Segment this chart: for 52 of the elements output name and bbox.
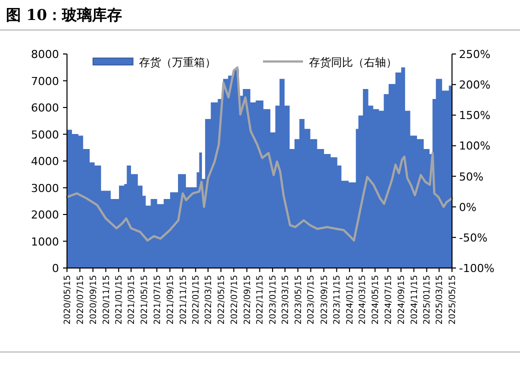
x-tick-label: 2021/05/15 [140,275,150,325]
x-tick-label: 2024/05/15 [371,275,382,325]
series-label: 存货（万重箱） [139,56,216,69]
x-tick-label: 2022/07/15 [230,275,240,325]
x-tick-label: 2023/07/15 [306,275,317,325]
x-tick-label: 2025/03/15 [435,275,446,325]
y-tick-label: 4000 [31,155,59,168]
x-tick-label: 2024/01/15 [346,275,356,325]
x-tick-label: 2024/03/15 [358,275,368,325]
y-tick-label: 2000 [31,208,59,222]
chart-title: 图 10：玻璃库存 [6,6,122,24]
x-tick-label: 2023/11/15 [332,275,343,325]
x-tick-label: 2022/01/15 [192,275,202,325]
x-tick-label: 2022/05/15 [216,275,227,325]
y-tick-label: 6000 [31,102,59,114]
y2-tick-label: -50% [459,231,488,244]
x-tick-label: 2025/05/15 [448,275,458,325]
y-tick-label: 3000 [31,182,59,195]
x-tick-label: 2020/11/15 [102,275,112,325]
y2-tick-label: 200% [459,78,490,92]
y-tick-label: 1000 [31,235,59,248]
y2-tick-label: -100% [459,262,494,275]
x-tick-label: 2024/07/15 [384,275,394,325]
x-tick-label: 2023/05/15 [294,275,304,325]
y-tick-label: 0 [52,262,59,275]
x-tick-label: 2020/09/15 [88,275,99,325]
y-tick-label: 5000 [31,128,59,142]
x-tick-label: 2024/11/15 [410,275,420,325]
y2-tick-label: 150% [459,109,490,122]
x-tick-label: 2023/03/15 [281,275,292,325]
x-tick-label: 2020/05/15 [63,275,73,325]
y2-tick-label: 0% [459,200,476,214]
y2-tick-label: 100% [459,140,490,153]
x-tick-label: 2025/01/15 [422,275,433,325]
x-tick-label: 2021/07/15 [152,275,163,325]
x-tick-label: 2021/11/15 [178,275,189,325]
legend: 存货（万重箱） 存货同比（右轴） [92,56,397,69]
y2-tick-label: 250% [459,48,490,61]
x-tick-label: 2023/09/15 [320,275,330,325]
y-tick-label: 8000 [31,48,59,61]
y-tick-label: 7000 [31,74,59,88]
x-tick-label: 2023/01/15 [268,275,279,325]
x-tick-label: 2022/11/15 [256,275,266,325]
x-tick-label: 2021/09/15 [166,275,176,325]
x-tick-label: 2020/07/15 [76,275,86,325]
x-tick-label: 2022/09/15 [242,275,253,325]
y2-tick-label: 50% [459,170,484,184]
x-tick-label: 2024/09/15 [396,275,407,325]
x-tick-label: 2021/03/15 [127,275,138,325]
legend-label: 存货同比（右轴） [309,56,397,69]
x-tick-label: 2022/03/15 [204,275,214,325]
x-tick-label: 2021/01/15 [114,275,125,325]
